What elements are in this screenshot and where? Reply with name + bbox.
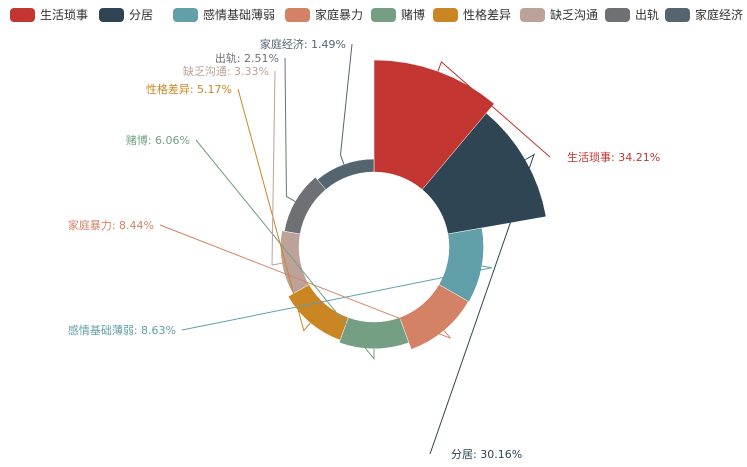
legend-item-1[interactable]: 生活琐事: [10, 7, 88, 22]
legend-label-6: 性格差异: [463, 7, 511, 22]
legend-item-4[interactable]: 家庭暴力: [285, 7, 363, 22]
slice-6[interactable]: [287, 284, 349, 341]
legend-label-7: 缺乏沟通: [550, 7, 598, 22]
slice-1[interactable]: [373, 59, 495, 190]
slice-label-6: 性格差异: 5.17%: [146, 82, 232, 96]
slice-label-3: 感情基础薄弱: 8.63%: [68, 323, 176, 337]
legend-label-3: 感情基础薄弱: [203, 7, 275, 22]
leader-line-3: [181, 265, 492, 331]
legend-swatch-3: [173, 8, 198, 22]
slice-label-9: 家庭经济: 1.49%: [260, 37, 346, 51]
legend-swatch-1: [10, 8, 35, 22]
slice-9[interactable]: [317, 158, 375, 190]
slice-label-1: 生活琐事: 34.21%: [567, 150, 660, 164]
legend-label-5: 赌博: [401, 7, 425, 22]
slice-label-4: 家庭暴力: 8.44%: [68, 218, 154, 232]
legend-item-9[interactable]: 家庭经济: [665, 7, 743, 22]
legend-swatch-5: [371, 8, 396, 22]
leader-line-8: [284, 57, 296, 202]
leader-line-7: [271, 70, 282, 266]
legend-swatch-6: [433, 8, 458, 22]
slice-label-8: 出轨: 2.51%: [215, 51, 279, 65]
legend-item-8[interactable]: 出轨: [605, 8, 659, 22]
slice-label-7: 缺乏沟通: 3.33%: [183, 64, 269, 78]
leader-line-2: [429, 153, 535, 455]
slice-labels: 生活琐事: 34.21% 分居: 30.16% 感情基础薄弱: 8.63% 家庭暴力:…: [68, 37, 660, 461]
legend-label-4: 家庭暴力: [315, 7, 363, 22]
slice-label-2: 分居: 30.16%: [451, 448, 522, 461]
leader-line-9: [339, 43, 353, 165]
legend-swatch-4: [285, 8, 310, 22]
legend-swatch-9: [665, 8, 690, 22]
legend-label-8: 出轨: [635, 8, 659, 22]
slice-2[interactable]: [421, 112, 547, 235]
legend-item-2[interactable]: 分居: [99, 8, 153, 22]
legend-item-6[interactable]: 性格差异: [433, 7, 511, 22]
legend-item-3[interactable]: 感情基础薄弱: [173, 7, 275, 22]
legend-item-5[interactable]: 赌博: [371, 7, 425, 22]
slice-label-5: 赌博: 6.06%: [126, 133, 190, 147]
legend: 生活琐事 分居 感情基础薄弱 家庭暴力 赌博 性格差异 缺乏沟通 出轨 家庭经济: [10, 7, 743, 22]
leader-line-6: [237, 88, 311, 332]
legend-swatch-2: [99, 8, 124, 22]
leader-lines: [159, 43, 551, 455]
legend-swatch-8: [605, 8, 630, 22]
legend-label-1: 生活琐事: [40, 7, 88, 22]
legend-label-2: 分居: [129, 8, 153, 22]
legend-label-9: 家庭经济: [695, 7, 743, 22]
slice-8[interactable]: [284, 176, 327, 235]
slices: [280, 59, 547, 350]
leader-line-4: [159, 224, 451, 339]
slice-5[interactable]: [338, 317, 410, 350]
leader-line-1: [437, 61, 551, 158]
legend-item-7[interactable]: 缺乏沟通: [520, 7, 598, 22]
leader-line-5: [195, 139, 375, 361]
legend-swatch-7: [520, 8, 545, 22]
